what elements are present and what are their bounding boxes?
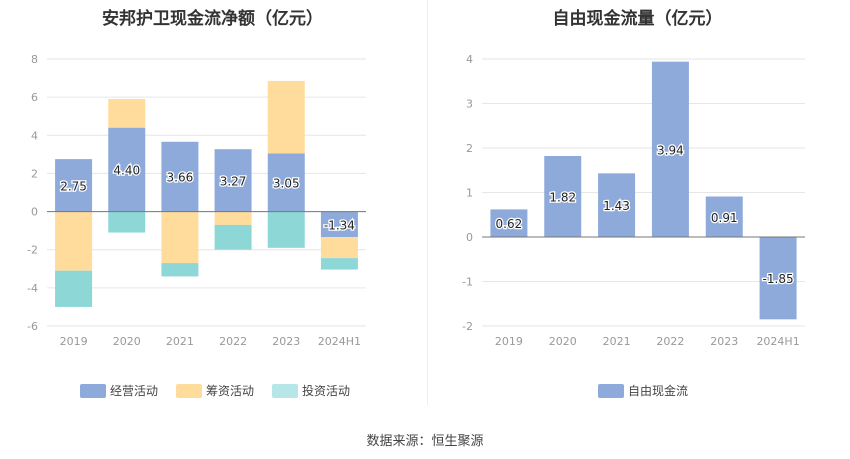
x-tick-label: 2020: [549, 335, 577, 348]
y-tick-label: -2: [462, 320, 473, 333]
bar-operating: [214, 149, 252, 212]
y-tick-label: -6: [27, 320, 38, 333]
y-tick-label: 3: [466, 98, 473, 111]
bar-investing: [320, 258, 358, 270]
bar-fcf: [705, 196, 743, 237]
y-tick-label: 4: [466, 53, 473, 66]
legend-label-financing: 筹资活动: [206, 384, 255, 398]
data-label: 3.94: [657, 143, 684, 157]
right-chart-legend: 自由现金流: [598, 382, 688, 399]
legend-label-fcf: 自由现金流: [628, 384, 689, 398]
bar-investing: [161, 263, 199, 277]
legend-swatch-fcf: [598, 383, 624, 398]
y-tick-label: 8: [31, 53, 38, 66]
data-label: 3.66: [167, 171, 194, 185]
legend-label-operating: 经营活动: [110, 384, 159, 398]
bar-operating: [55, 159, 93, 212]
data-label: -1.85: [763, 272, 794, 286]
bar-investing: [55, 270, 93, 307]
y-tick-label: 0: [31, 206, 38, 219]
y-tick-label: 2: [466, 142, 473, 155]
legend-label-investing: 投资活动: [302, 384, 351, 398]
x-tick-label: 2023: [710, 335, 738, 348]
x-tick-label: 2024H1: [756, 335, 799, 348]
legend-item-operating[interactable]: 经营活动: [80, 382, 158, 399]
bar-financing: [108, 99, 146, 128]
data-label: 0.91: [711, 211, 738, 225]
cash-flow-net-chart: -6 -4 -2 0 2 4 6 8 2.75 4.40 3.66 3.27 3.05 -1.34 2019…: [27, 53, 366, 348]
legend-item-fcf[interactable]: 自由现金流: [598, 382, 688, 399]
bar-financing: [55, 211, 93, 271]
x-tick-label: 2019: [495, 335, 523, 348]
bar-fcf: [651, 61, 689, 237]
bar-fcf: [598, 173, 636, 237]
left-chart-title: 安邦护卫现金流净额（亿元）: [102, 9, 323, 29]
bar-investing: [108, 211, 146, 233]
bar-investing: [267, 211, 305, 248]
x-tick-label: 2021: [603, 335, 631, 348]
y-tick-label: -4: [27, 282, 38, 295]
x-tick-label: 2023: [272, 335, 300, 348]
x-tick-label: 2022: [219, 335, 247, 348]
x-tick-label: 2022: [656, 335, 684, 348]
bar-operating: [320, 211, 358, 238]
data-source-footer: 数据来源：恒生聚源: [366, 434, 484, 449]
x-tick-label: 2024H1: [318, 335, 361, 348]
right-chart-title: 自由现金流量（亿元）: [552, 9, 723, 29]
legend-item-financing[interactable]: 筹资活动: [176, 382, 254, 399]
data-label: 1.43: [603, 199, 630, 213]
bar-financing: [320, 237, 358, 259]
x-tick-label: 2021: [166, 335, 194, 348]
y-tick-label: 2: [31, 167, 38, 180]
chart-divider: [427, 0, 428, 405]
data-label: 3.05: [273, 176, 300, 190]
bar-fcf: [759, 237, 797, 320]
y-tick-label: 1: [466, 187, 473, 200]
legend-swatch-operating: [80, 383, 106, 398]
bar-operating: [161, 141, 199, 212]
x-tick-label: 2020: [113, 335, 141, 348]
y-tick-label: 4: [31, 129, 38, 142]
legend-swatch-financing: [176, 383, 203, 398]
data-label: 4.40: [113, 164, 140, 178]
bar-operating: [267, 153, 305, 212]
bar-financing: [214, 211, 252, 225]
bar-investing: [214, 224, 252, 250]
legend-item-investing[interactable]: 投资活动: [272, 382, 350, 399]
data-label: 3.27: [220, 174, 247, 188]
bar-fcf: [544, 156, 582, 237]
bar-fcf: [490, 209, 528, 237]
left-chart-legend: 经营活动 筹资活动 投资活动: [80, 382, 350, 399]
y-tick-label: 0: [466, 231, 473, 244]
free-cash-flow-chart: -2 -1 0 1 2 3 4 0.62 1.82 1.43 3.94 0.91 -1.85 2019 20…: [462, 53, 805, 348]
y-tick-label: 6: [31, 91, 38, 104]
data-label: 1.82: [549, 191, 576, 205]
y-tick-label: -1: [462, 276, 473, 289]
data-label: 0.62: [496, 217, 523, 231]
data-label: 2.75: [60, 179, 87, 193]
bar-operating: [108, 127, 146, 212]
legend-swatch-investing: [272, 383, 299, 398]
y-tick-label: -2: [27, 244, 38, 257]
bar-financing: [267, 80, 305, 154]
x-tick-label: 2019: [60, 335, 88, 348]
data-label: -1.34: [324, 218, 355, 232]
bar-financing: [161, 211, 199, 264]
